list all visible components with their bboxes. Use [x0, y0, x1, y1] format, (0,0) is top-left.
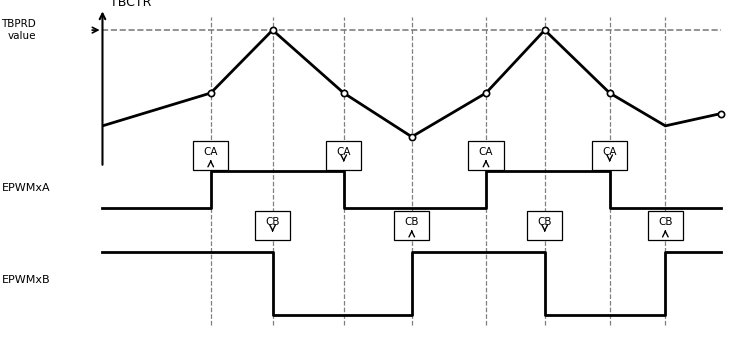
- Text: EPWMxA: EPWMxA: [1, 183, 50, 193]
- Text: CB: CB: [537, 216, 552, 227]
- FancyBboxPatch shape: [326, 141, 362, 170]
- FancyBboxPatch shape: [255, 211, 290, 240]
- FancyBboxPatch shape: [193, 141, 228, 170]
- FancyBboxPatch shape: [648, 211, 683, 240]
- Text: TBPRD
value: TBPRD value: [1, 19, 36, 41]
- Text: EPWMxB: EPWMxB: [1, 275, 50, 286]
- Text: CA: CA: [337, 146, 351, 157]
- Text: CA: CA: [479, 146, 493, 157]
- Text: CB: CB: [658, 216, 673, 227]
- Text: CB: CB: [265, 216, 280, 227]
- Text: TBCTR: TBCTR: [110, 0, 152, 9]
- FancyBboxPatch shape: [592, 141, 627, 170]
- FancyBboxPatch shape: [527, 211, 562, 240]
- FancyBboxPatch shape: [468, 141, 504, 170]
- FancyBboxPatch shape: [394, 211, 429, 240]
- Text: CA: CA: [203, 146, 218, 157]
- Text: CA: CA: [602, 146, 617, 157]
- Text: CB: CB: [405, 216, 419, 227]
